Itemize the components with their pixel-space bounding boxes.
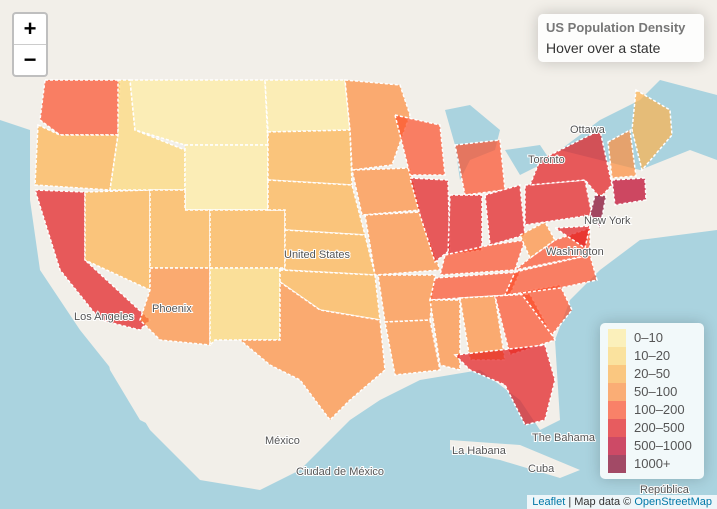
legend-swatch [608, 329, 626, 347]
place-label: New York [584, 215, 631, 227]
legend: 0–10 10–20 20–50 50–100 100–200 200–500 500–10… [600, 323, 704, 479]
state[interactable] [519, 220, 556, 260]
zoom-control: + − [12, 12, 48, 77]
state[interactable] [184, 144, 269, 211]
state[interactable] [631, 88, 673, 172]
state[interactable] [503, 254, 598, 296]
legend-item: 200–500 [608, 419, 696, 437]
zoom-in[interactable]: + [23, 16, 37, 41]
legend-swatch [608, 347, 626, 365]
legend-item: 0–10 [608, 329, 696, 347]
place-label: Cuba [528, 463, 555, 475]
place-label: Phoenix [152, 303, 192, 315]
state[interactable] [453, 344, 556, 426]
state[interactable] [209, 209, 286, 269]
place-label: La Habana [452, 445, 507, 457]
legend-label: 10–20 [634, 348, 671, 363]
place-label: United States [284, 249, 351, 261]
state[interactable] [377, 274, 436, 323]
place-label: Washington [546, 246, 604, 258]
states [33, 79, 673, 426]
state[interactable] [459, 295, 506, 361]
state[interactable] [34, 123, 119, 191]
state[interactable] [429, 299, 461, 371]
legend-label: 20–50 [634, 366, 671, 381]
legend-swatch [608, 437, 626, 455]
legend-swatch [608, 365, 626, 383]
state[interactable] [39, 79, 121, 136]
attribution-text: | Map data © [568, 496, 632, 508]
legend-item: 500–1000 [608, 437, 696, 455]
legend-item: 10–20 [608, 347, 696, 365]
info-title: US Population Density [546, 20, 686, 35]
legend-swatch [608, 419, 626, 437]
state[interactable] [552, 225, 591, 250]
legend-label: 50–100 [634, 384, 678, 399]
legend-label: 200–500 [634, 420, 685, 435]
legend-item: 20–50 [608, 365, 696, 383]
land-cuba [450, 440, 580, 478]
land-baja [100, 320, 160, 430]
place-label: Toronto [528, 154, 565, 166]
place-label: Ottawa [570, 124, 606, 136]
attribution: Leaflet | Map data © OpenStreetMap [527, 495, 717, 509]
legend-item: 50–100 [608, 383, 696, 401]
state[interactable] [447, 194, 483, 256]
state[interactable] [611, 177, 647, 206]
state[interactable] [439, 239, 527, 276]
state[interactable] [267, 129, 353, 186]
lake [445, 105, 550, 180]
state[interactable] [384, 319, 441, 376]
zoom-out[interactable]: − [14, 44, 46, 75]
legend-label: 500–1000 [634, 438, 692, 453]
place-label: Los Angeles [74, 311, 134, 323]
legend-label: 100–200 [634, 402, 685, 417]
state[interactable] [494, 293, 557, 356]
state[interactable] [393, 114, 446, 176]
info-text: Hover over a state [546, 40, 661, 56]
place-labels: Ottawa Toronto New York Washington Unite… [73, 123, 691, 497]
legend-swatch [608, 455, 626, 473]
legend-swatch [608, 401, 626, 419]
state[interactable] [607, 128, 637, 179]
place-label: México [265, 435, 300, 447]
state[interactable] [364, 211, 442, 276]
legend-label: 1000+ [634, 456, 671, 471]
place-label: República [640, 484, 690, 496]
place-label: The Bahama [532, 432, 596, 444]
place-label: Ciudad de México [296, 466, 384, 478]
legend-swatch [608, 383, 626, 401]
state[interactable] [589, 194, 607, 230]
legend-label: 0–10 [634, 330, 663, 345]
state[interactable] [264, 79, 351, 133]
osm-link[interactable]: OpenStreetMap [634, 496, 712, 508]
info-panel: US Population Density Hover over a state [538, 14, 704, 62]
state[interactable] [237, 280, 386, 422]
state[interactable] [409, 177, 451, 264]
leaflet-link[interactable]: Leaflet [532, 496, 566, 508]
state[interactable] [344, 79, 411, 171]
state[interactable] [484, 184, 526, 246]
state[interactable] [209, 267, 281, 347]
legend-item: 100–200 [608, 401, 696, 419]
legend-item: 1000+ [608, 455, 696, 473]
